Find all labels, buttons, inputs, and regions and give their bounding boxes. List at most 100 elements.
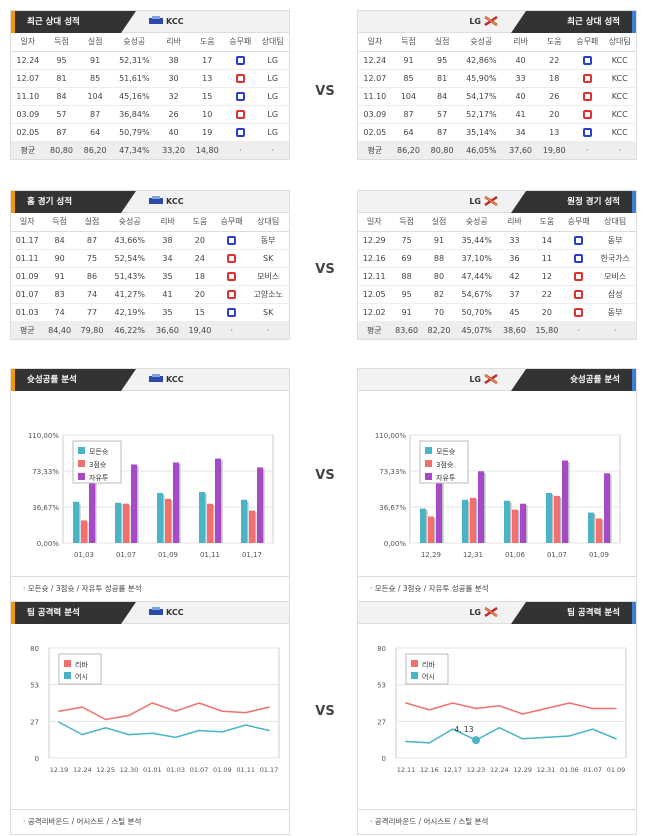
line-point: [475, 707, 477, 710]
line-point: [591, 707, 594, 710]
table-cell: ·: [571, 141, 604, 159]
col-header: 상대팀: [594, 213, 636, 232]
col-header: 상대팀: [603, 33, 636, 52]
table-cell: 91: [391, 51, 426, 70]
attack-left-title: 팀 공격력 분석: [11, 602, 136, 624]
legend-swatch: [425, 460, 432, 467]
x-tick-label: 01.07: [190, 766, 209, 774]
y-tick-label: 27: [30, 718, 39, 726]
table-cell: 46,22%: [108, 321, 152, 339]
col-header: 실점: [75, 213, 109, 232]
legend-swatch: [411, 672, 418, 679]
table-cell: 91: [422, 231, 456, 250]
bar-모든슛: [115, 502, 121, 543]
y-tick-label: 0,00%: [384, 540, 407, 548]
table-cell: 74: [75, 285, 109, 304]
bar-3점슛: [428, 516, 434, 543]
away-table: 일자 득점 실점 슛성공 리바 도움 승무패 상대팀 12.29 75 91 35,44% 33 14 동부…: [358, 213, 636, 339]
table-cell: 33: [498, 231, 531, 250]
table-cell: 42,86%: [458, 51, 504, 70]
line-point: [615, 737, 617, 740]
table-cell: 22: [537, 51, 572, 70]
line-point: [58, 710, 60, 713]
table-cell: 91: [43, 267, 76, 286]
table-cell: 평균: [11, 321, 44, 339]
bar-3점슛: [165, 498, 171, 543]
table-cell: 57: [44, 105, 79, 124]
bar-자유투: [436, 482, 442, 543]
line-point: [104, 726, 107, 729]
table-cell: 87: [425, 123, 459, 142]
result-cell: [216, 285, 248, 304]
bar-모든슛: [199, 491, 205, 543]
legend-swatch: [64, 672, 71, 679]
table-cell: 01.03: [11, 303, 44, 322]
table-cell: SK: [247, 303, 289, 322]
table-cell: KCC: [603, 123, 636, 142]
table-cell: 35: [151, 267, 184, 286]
shooting-left-footer-text: 모든슛 / 3점슛 / 자유투 성공률 분석: [27, 584, 142, 593]
table-cell: 38: [156, 51, 191, 70]
loss-icon: [235, 109, 245, 119]
table-cell: 84: [44, 87, 79, 106]
x-tick-label: 01.07: [583, 766, 602, 774]
x-tick-label: 12.24: [73, 766, 92, 774]
table-cell: 11.10: [11, 87, 45, 106]
highlight-point[interactable]: [472, 736, 480, 745]
x-tick-label: 12.23: [467, 766, 486, 774]
table-cell: 57: [425, 105, 459, 124]
table-cell: 64: [78, 123, 112, 142]
attack-left-team: KCC: [166, 607, 184, 617]
y-tick-label: 80: [377, 645, 386, 653]
shooting-left-panel: 슛성공률 분석 KCC 110,00% 73,33% 36,67% 0,00% 01,0…: [10, 368, 290, 602]
win-icon: [574, 235, 584, 245]
bar-모든슛: [157, 492, 163, 543]
away-title: 원정 경기 성적: [511, 191, 636, 213]
table-cell: 15,80: [530, 321, 564, 339]
table-cell: 03.09: [358, 105, 392, 124]
result-cell: [216, 267, 248, 286]
table-cell: 20: [530, 303, 564, 322]
legend-label: 리바: [422, 660, 435, 669]
line-point: [268, 729, 270, 732]
table-row: 12.02 91 70 50,70% 45 20 동부: [358, 303, 636, 322]
line-리바: [405, 702, 616, 715]
table-cell: ·: [594, 321, 636, 339]
y-tick-label: 110,00%: [375, 432, 406, 440]
kcc-logo-icon: [149, 607, 163, 617]
table-cell: 85: [78, 69, 112, 88]
table-row: 12.07 81 85 51,61% 30 13 LG: [11, 69, 289, 88]
vs-label-4: VS: [315, 704, 335, 719]
home-table: 일자 득점 실점 슛성공 리바 도움 승무패 상대팀 01.17 84 87 43,66% 38 20 동부…: [11, 213, 289, 339]
col-header: 승무패: [563, 213, 595, 232]
table-cell: 74: [43, 303, 76, 322]
col-header: 리바: [151, 213, 184, 232]
win-icon: [227, 235, 237, 245]
table-row: 12.29 75 91 35,44% 33 14 동부: [358, 231, 636, 250]
legend-label: 자유투: [436, 473, 456, 482]
table-cell: 모비스: [594, 267, 636, 286]
table-cell: 한국가스: [594, 249, 636, 268]
table-cell: 104: [391, 87, 426, 106]
table-cell: 82: [422, 285, 456, 304]
line-point: [428, 709, 431, 711]
table-cell: 20: [183, 231, 217, 250]
line-point: [58, 721, 60, 724]
line-point: [104, 718, 107, 721]
table-cell: 85: [391, 69, 426, 88]
result-cell: [563, 285, 595, 304]
table-cell: ·: [256, 141, 289, 159]
table-cell: 19,40: [183, 321, 217, 339]
table-cell: 42: [498, 267, 531, 286]
table-cell: 84: [43, 231, 76, 250]
table-cell: 75: [390, 231, 423, 250]
x-tick-label: 12.16: [420, 766, 439, 774]
loss-icon: [227, 289, 237, 299]
table-cell: 40: [503, 51, 538, 70]
table-cell: 40: [156, 123, 191, 142]
line-point: [521, 713, 524, 715]
table-cell: 45,90%: [458, 69, 504, 88]
table-cell: 삼성: [594, 285, 636, 304]
table-cell: 36,60: [151, 321, 184, 339]
table-cell: 91: [78, 51, 112, 70]
